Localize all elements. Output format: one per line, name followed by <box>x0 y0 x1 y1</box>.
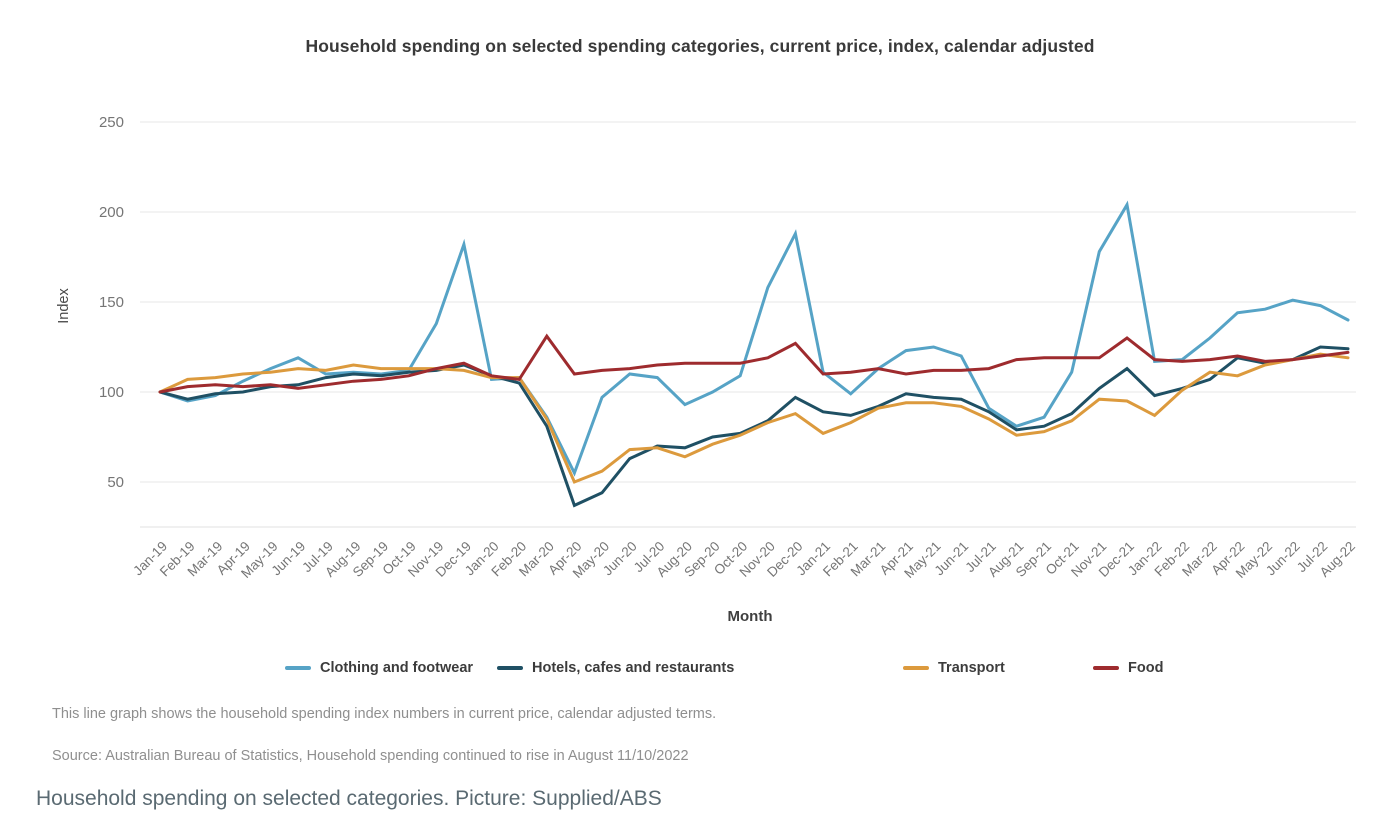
chart-description: This line graph shows the household spen… <box>52 706 717 722</box>
x-axis-title: Month <box>728 608 773 625</box>
legend-label: Clothing and footwear <box>320 660 474 676</box>
y-tick-label: 200 <box>99 204 124 221</box>
series-line-hotels-cafes-and-restaurants <box>158 345 1350 508</box>
chart-legend: Clothing and footwear Hotels, cafes and r… <box>0 652 1400 688</box>
chart-source: Source: Australian Bureau of Statistics,… <box>52 748 689 764</box>
series-line-transport <box>158 352 1350 484</box>
series-line-food <box>158 333 1350 394</box>
legend-label: Food <box>1128 660 1164 676</box>
legend-swatch-hotels-cafes-and-restaurants <box>497 666 523 670</box>
legend-item-food: Food <box>1093 660 1163 676</box>
legend-item-hotels-cafes-and-restaurants: Hotels, cafes and restaurants <box>497 660 734 676</box>
x-axis-tick-labels: Jan-19Feb-19Mar-19Apr-19May-19Jun-19Jul-… <box>130 539 1358 581</box>
legend-swatch-food <box>1093 666 1119 670</box>
gridlines <box>140 121 1356 528</box>
line-chart: 50 100 150 200 250 Jan-19Feb-19Mar-19Apr-19M… <box>56 114 1358 625</box>
legend-swatch-clothing-and-footwear <box>285 666 311 670</box>
legend-swatch-transport <box>903 666 929 670</box>
legend-item-transport: Transport <box>903 660 1005 676</box>
legend-item-clothing-and-footwear: Clothing and footwear <box>285 660 473 676</box>
chart-title: Household spending on selected spending … <box>305 36 1095 56</box>
series-lines <box>158 200 1350 508</box>
y-tick-label: 150 <box>99 294 124 311</box>
picture-caption: Household spending on selected categorie… <box>36 787 662 810</box>
series-line-clothing-and-footwear <box>158 200 1350 477</box>
y-tick-label: 100 <box>99 384 124 401</box>
y-axis-title: Index <box>56 288 72 324</box>
y-tick-label: 50 <box>107 474 124 491</box>
y-axis-tick-labels: 50 100 150 200 250 <box>99 114 124 491</box>
legend-label: Hotels, cafes and restaurants <box>532 660 735 676</box>
y-tick-label: 250 <box>99 114 124 131</box>
legend-label: Transport <box>938 660 1005 676</box>
